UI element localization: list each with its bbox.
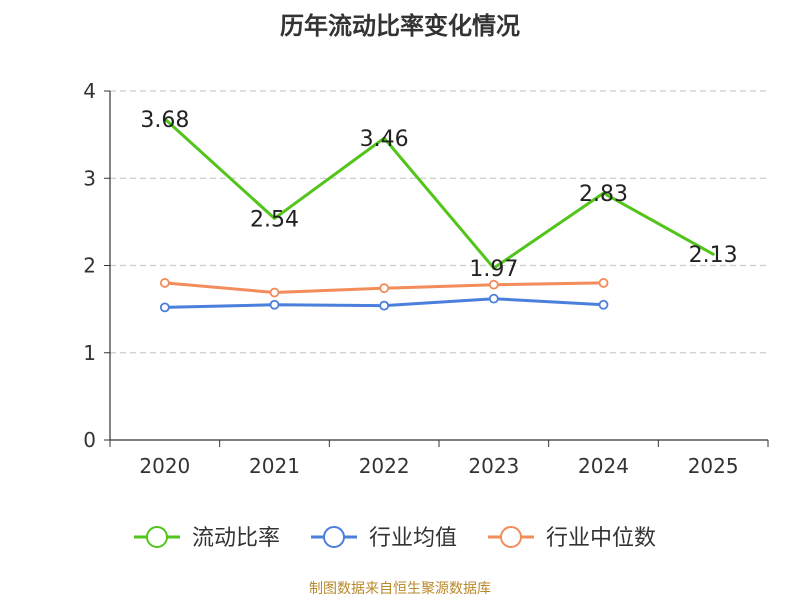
x-tick-label: 2025	[688, 454, 739, 478]
y-tick-label: 3	[83, 166, 96, 190]
data-point	[488, 293, 499, 304]
data-point	[269, 299, 280, 310]
legend-marker	[500, 526, 522, 548]
legend-marker	[323, 526, 345, 548]
data-point	[159, 278, 170, 288]
legend-marker	[146, 526, 168, 548]
x-tick-label: 2020	[139, 454, 190, 478]
x-tick-label: 2022	[359, 454, 410, 478]
data-point	[598, 278, 609, 288]
chart-title: 历年流动比率变化情况	[280, 12, 520, 40]
y-tick-label: 0	[83, 428, 96, 452]
data-point	[488, 279, 499, 290]
x-tick-label: 2024	[578, 454, 629, 478]
legend-label: 行业中位数	[546, 526, 656, 551]
y-tick-label: 1	[83, 341, 96, 365]
data-label: 1.97	[469, 257, 518, 282]
data-label: 3.46	[360, 127, 409, 152]
y-tick-label: 2	[83, 254, 96, 278]
y-tick-label: 4	[83, 79, 96, 103]
x-tick-label: 2023	[468, 454, 519, 478]
data-point	[379, 300, 390, 311]
data-label: 3.68	[140, 108, 189, 133]
legend-label: 流动比率	[192, 526, 280, 551]
data-point	[379, 283, 390, 294]
data-point	[269, 287, 280, 298]
data-point	[159, 302, 170, 313]
legend-label: 行业均值	[369, 526, 457, 551]
data-label: 2.54	[250, 207, 299, 232]
series-line	[163, 117, 715, 270]
x-tick-label: 2021	[249, 454, 300, 478]
source-note: 制图数据来自恒生聚源数据库	[309, 581, 491, 597]
data-label: 2.13	[689, 243, 738, 268]
data-point	[598, 299, 609, 310]
data-label: 2.83	[579, 182, 628, 207]
